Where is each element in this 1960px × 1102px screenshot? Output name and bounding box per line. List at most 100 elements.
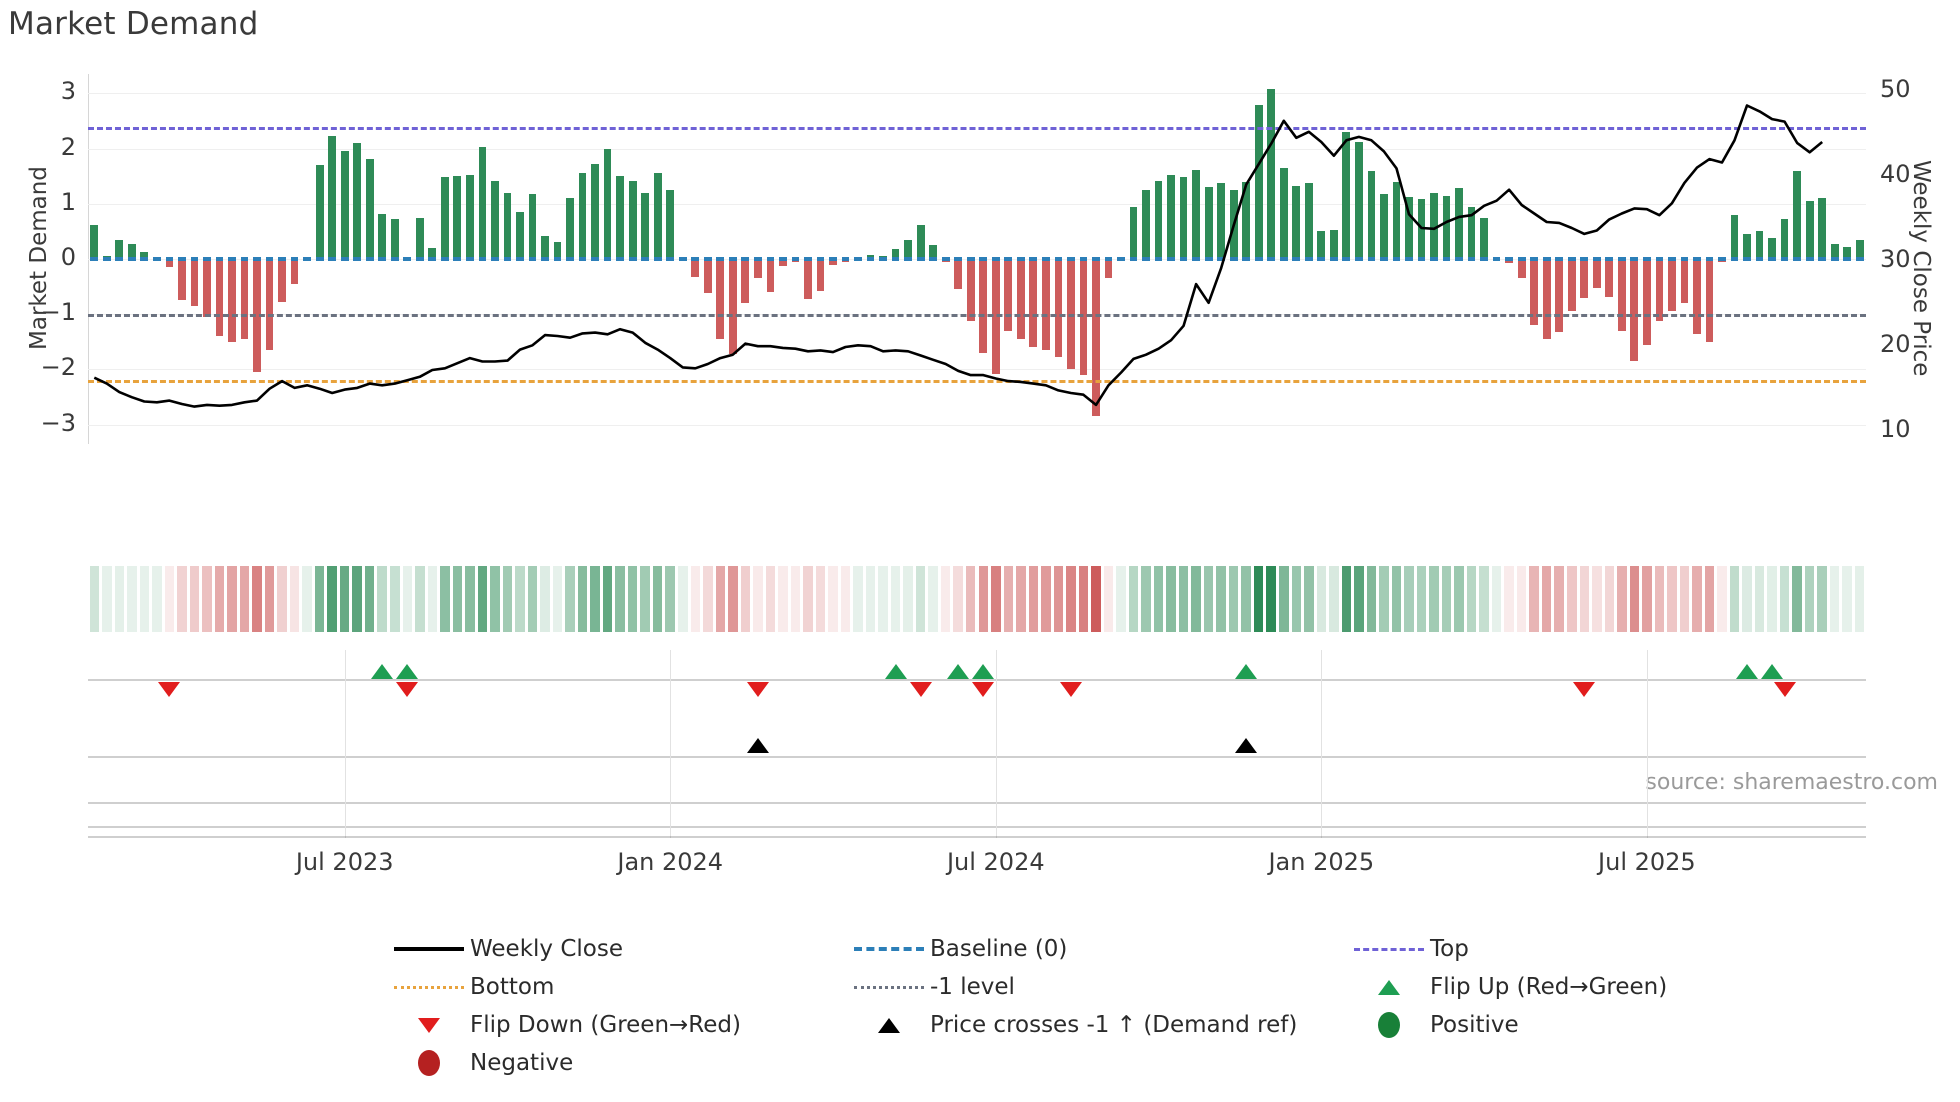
flip-down-marker	[1573, 682, 1596, 697]
baseline-segment	[1467, 257, 1476, 261]
baseline-segment	[1154, 257, 1163, 261]
legend-label: Positive	[1430, 1012, 1519, 1038]
baseline-segment	[290, 257, 299, 261]
baseline-segment	[215, 257, 224, 261]
baseline-segment	[879, 257, 887, 261]
baseline-segment	[1630, 257, 1639, 261]
y-axis-left-tick: 1	[60, 187, 76, 216]
x-axis-guide	[344, 650, 346, 836]
demand-bar	[1430, 192, 1438, 259]
heat-cell	[1078, 566, 1089, 632]
heat-cell	[415, 566, 425, 632]
demand-bar	[691, 259, 700, 277]
heat-cell	[865, 566, 876, 632]
heat-cell	[1829, 566, 1840, 632]
heat-cell	[402, 566, 413, 632]
demand-bar	[1580, 259, 1589, 298]
demand-bar	[628, 180, 637, 259]
demand-bar	[1617, 259, 1626, 331]
page-title: Market Demand	[8, 6, 259, 42]
baseline-segment	[1743, 257, 1751, 261]
legend-label: Negative	[470, 1050, 574, 1076]
heat-cell	[352, 566, 362, 632]
flip-up-marker	[396, 664, 419, 679]
demand-bar	[1467, 206, 1476, 259]
baseline-segment	[1855, 257, 1864, 261]
heat-cell	[1554, 566, 1564, 632]
demand-bar	[1780, 219, 1789, 259]
bottom-reference-line	[88, 380, 1866, 383]
heat-cell	[1379, 566, 1389, 632]
heat-cell	[264, 566, 275, 632]
baseline-segment	[390, 257, 399, 261]
legend-item-flip-down[interactable]: Flip Down (Green→Red)	[388, 1006, 848, 1044]
demand-bar	[315, 165, 324, 259]
x-axis-guide	[1321, 650, 1323, 836]
demand-heat-strip	[88, 566, 1866, 632]
baseline-segment	[1292, 257, 1301, 261]
baseline-segment	[1430, 257, 1438, 261]
legend-item-negative[interactable]: Negative	[388, 1044, 848, 1082]
heat-cell	[1529, 566, 1539, 632]
baseline-segment	[1029, 257, 1038, 261]
demand-bar	[1642, 259, 1651, 345]
demand-bar	[1830, 243, 1839, 259]
x-axis-tick-label: Jul 2024	[946, 848, 1045, 876]
demand-bar	[1292, 186, 1301, 259]
demand-bar	[1668, 259, 1676, 312]
demand-bar	[728, 259, 737, 354]
legend-item-minus-one[interactable]: -1 level	[848, 968, 1348, 1006]
legend-item-bottom[interactable]: Bottom	[388, 968, 848, 1006]
y-axis-right-tick: 50	[1880, 75, 1911, 103]
baseline-segment	[691, 257, 700, 261]
baseline-segment	[1405, 257, 1413, 261]
baseline-segment	[1329, 257, 1338, 261]
demand-bar	[1317, 231, 1326, 259]
y-axis-left-tick: 2	[60, 132, 76, 161]
baseline-segment	[140, 257, 149, 261]
baseline-segment	[1542, 257, 1551, 261]
y-axis-left-tick: −1	[40, 298, 76, 327]
heat-cell	[440, 566, 450, 632]
baseline-segment	[578, 257, 587, 261]
baseline-segment	[1179, 257, 1188, 261]
demand-bar	[1380, 193, 1388, 259]
baseline-segment	[1693, 257, 1701, 261]
demand-bar	[603, 148, 612, 259]
heat-cell	[991, 566, 1001, 632]
baseline-segment	[127, 257, 136, 261]
baseline-segment	[1830, 257, 1839, 261]
legend-item-weekly-close[interactable]: Weekly Close	[388, 930, 848, 968]
heat-cell	[1241, 566, 1251, 632]
baseline-segment	[1142, 257, 1150, 261]
y-axis-left-tick: 3	[60, 77, 76, 106]
legend-item-top[interactable]: Top	[1348, 930, 1688, 968]
demand-bar	[203, 259, 211, 317]
heat-cell	[377, 566, 387, 632]
x-axis	[88, 826, 1866, 828]
legend-item-flip-up[interactable]: Flip Up (Red→Green)	[1348, 968, 1688, 1006]
heat-cell	[1767, 566, 1777, 632]
heat-cell	[1654, 566, 1665, 632]
baseline-segment	[991, 257, 1000, 261]
legend-item-baseline[interactable]: Baseline (0)	[848, 930, 1348, 968]
heat-cell	[652, 566, 663, 632]
legend-item-price-cross[interactable]: Price crosses -1 ↑ (Demand ref)	[848, 1006, 1348, 1044]
heat-cell	[1016, 566, 1026, 632]
baseline-segment	[854, 257, 862, 261]
demand-bar	[328, 136, 337, 259]
heat-cell	[728, 566, 738, 632]
heat-cell	[1228, 566, 1239, 632]
flip-up-marker	[1235, 664, 1258, 679]
heat-cell	[1491, 566, 1502, 632]
baseline-segment	[1267, 257, 1276, 261]
baseline-segment	[1718, 257, 1726, 261]
legend-row: Negative	[388, 1044, 1688, 1082]
baseline-segment	[1254, 257, 1263, 261]
legend-item-positive[interactable]: Positive	[1348, 1006, 1688, 1044]
baseline-segment	[1392, 257, 1401, 261]
heat-cell	[602, 566, 613, 632]
heat-cell	[102, 566, 112, 632]
baseline-segment	[152, 257, 161, 261]
baseline-segment	[1204, 257, 1213, 261]
